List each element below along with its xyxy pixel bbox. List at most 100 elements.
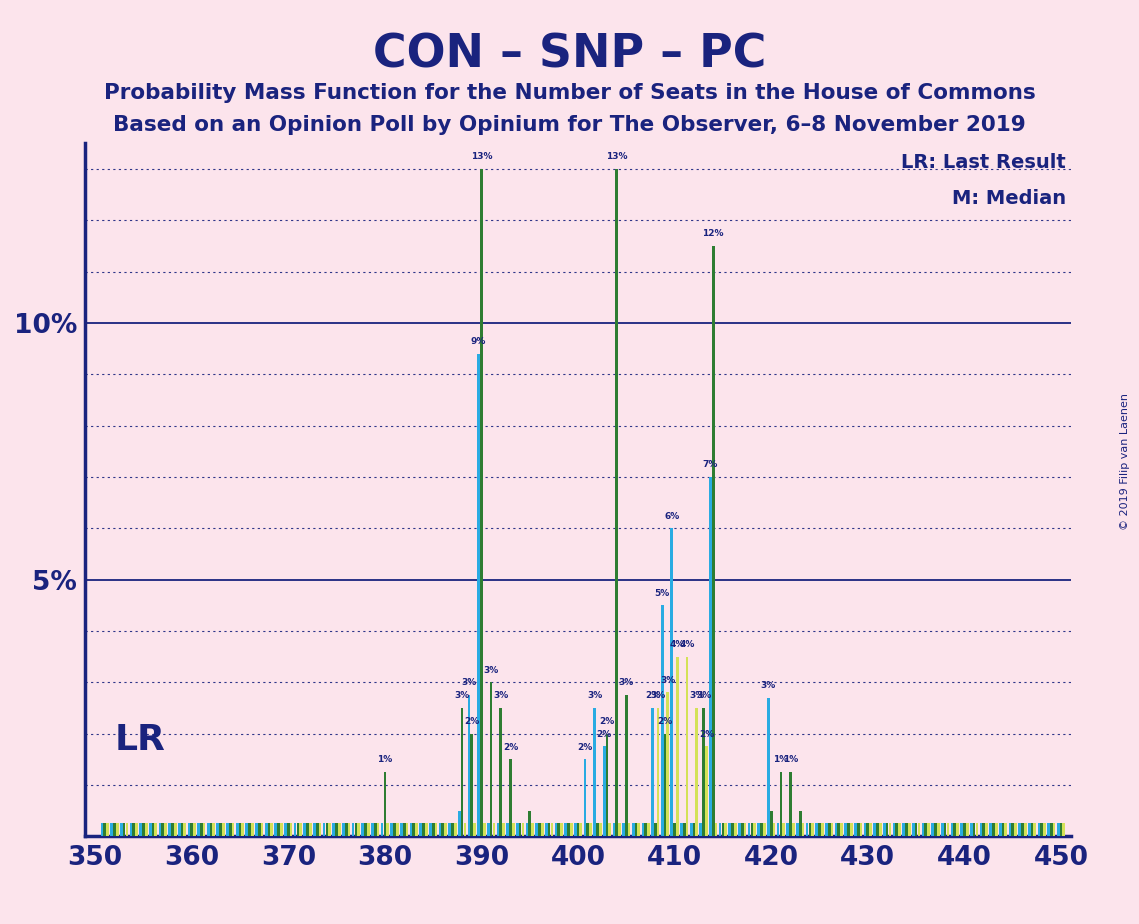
- Text: 2%: 2%: [699, 730, 714, 738]
- Bar: [792, 823, 795, 836]
- Bar: [458, 810, 460, 836]
- Text: 2%: 2%: [465, 717, 480, 726]
- Bar: [391, 823, 393, 836]
- Text: 2%: 2%: [645, 691, 661, 700]
- Bar: [470, 734, 473, 836]
- Bar: [779, 772, 782, 836]
- Bar: [671, 529, 673, 836]
- Text: 4%: 4%: [670, 639, 686, 649]
- Bar: [985, 823, 988, 836]
- Bar: [248, 823, 251, 836]
- Text: LR: Last Result: LR: Last Result: [901, 153, 1066, 173]
- Bar: [893, 823, 895, 836]
- Bar: [932, 823, 934, 836]
- Bar: [306, 823, 309, 836]
- Bar: [1014, 823, 1017, 836]
- Bar: [236, 823, 238, 836]
- Bar: [544, 823, 548, 836]
- Bar: [220, 823, 222, 836]
- Bar: [345, 823, 347, 836]
- Bar: [738, 823, 740, 836]
- Bar: [229, 823, 231, 836]
- Bar: [531, 823, 534, 836]
- Bar: [210, 823, 212, 836]
- Bar: [934, 823, 936, 836]
- Bar: [1047, 823, 1050, 836]
- Bar: [313, 823, 316, 836]
- Bar: [335, 823, 338, 836]
- Bar: [371, 823, 374, 836]
- Bar: [181, 823, 183, 836]
- Bar: [255, 823, 257, 836]
- Bar: [1008, 823, 1011, 836]
- Bar: [632, 823, 634, 836]
- Bar: [798, 810, 802, 836]
- Bar: [606, 734, 608, 836]
- Bar: [1018, 823, 1021, 836]
- Text: 2%: 2%: [502, 743, 518, 751]
- Text: Based on an Opinion Poll by Opinium for The Observer, 6–8 November 2019: Based on an Opinion Poll by Opinium for …: [113, 115, 1026, 135]
- Bar: [139, 823, 142, 836]
- Bar: [796, 823, 798, 836]
- Bar: [116, 823, 118, 836]
- Bar: [511, 823, 515, 836]
- Bar: [151, 823, 155, 836]
- Bar: [818, 823, 821, 836]
- Bar: [821, 823, 823, 836]
- Bar: [490, 682, 492, 836]
- Bar: [874, 823, 876, 836]
- Text: 3%: 3%: [696, 691, 711, 700]
- Bar: [110, 823, 113, 836]
- Bar: [966, 823, 968, 836]
- Bar: [625, 695, 628, 836]
- Bar: [294, 823, 296, 836]
- Bar: [277, 823, 280, 836]
- Bar: [941, 823, 943, 836]
- Text: 3%: 3%: [650, 691, 665, 700]
- Bar: [338, 823, 341, 836]
- Bar: [516, 823, 518, 836]
- Bar: [1057, 823, 1059, 836]
- Bar: [142, 823, 145, 836]
- Bar: [203, 823, 205, 836]
- Bar: [342, 823, 345, 836]
- Bar: [844, 823, 847, 836]
- Bar: [835, 823, 837, 836]
- Bar: [449, 823, 451, 836]
- Bar: [902, 823, 906, 836]
- Bar: [213, 823, 215, 836]
- Bar: [461, 708, 464, 836]
- Bar: [352, 823, 354, 836]
- Bar: [481, 169, 483, 836]
- Bar: [100, 823, 104, 836]
- Bar: [751, 823, 753, 836]
- Bar: [994, 823, 998, 836]
- Bar: [567, 823, 570, 836]
- Bar: [947, 823, 949, 836]
- Bar: [906, 823, 908, 836]
- Bar: [847, 823, 850, 836]
- Bar: [960, 823, 962, 836]
- Bar: [970, 823, 973, 836]
- Bar: [628, 823, 631, 836]
- Text: 3%: 3%: [454, 691, 469, 700]
- Bar: [615, 169, 618, 836]
- Bar: [364, 823, 367, 836]
- Bar: [647, 823, 650, 836]
- Bar: [992, 823, 994, 836]
- Text: CON – SNP – PC: CON – SNP – PC: [372, 32, 767, 78]
- Bar: [442, 823, 444, 836]
- Bar: [686, 657, 688, 836]
- Bar: [274, 823, 277, 836]
- Text: 1%: 1%: [377, 755, 393, 764]
- Bar: [1038, 823, 1040, 836]
- Bar: [384, 772, 386, 836]
- Bar: [710, 477, 712, 836]
- Bar: [454, 823, 457, 836]
- Bar: [429, 823, 432, 836]
- Bar: [541, 823, 543, 836]
- Text: 7%: 7%: [703, 460, 719, 469]
- Bar: [287, 823, 289, 836]
- Bar: [386, 823, 390, 836]
- Bar: [183, 823, 186, 836]
